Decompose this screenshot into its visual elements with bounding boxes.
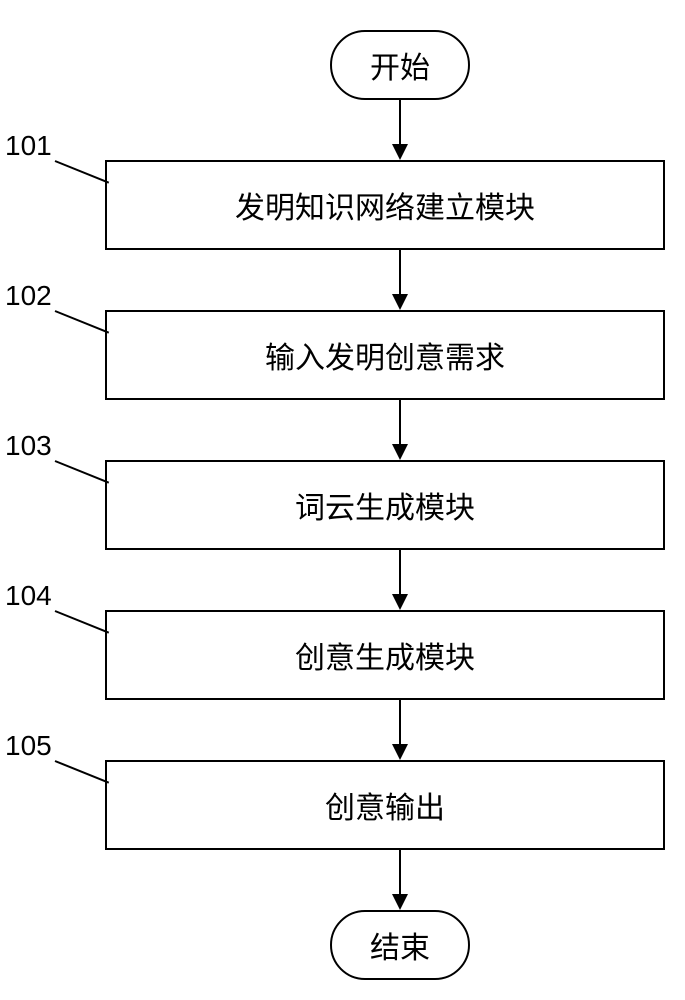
arrow-3-head: [392, 444, 408, 460]
step5-label: 105: [5, 730, 52, 762]
step4-label-line: [55, 610, 110, 634]
step2-text: 输入发明创意需求: [265, 333, 505, 377]
arrow-5: [399, 700, 401, 744]
step3-label-line: [55, 460, 110, 484]
arrow-4: [399, 550, 401, 594]
arrow-1-head: [392, 144, 408, 160]
arrow-1: [399, 100, 401, 144]
step2-box: 输入发明创意需求: [105, 310, 665, 400]
step4-box: 创意生成模块: [105, 610, 665, 700]
step4-label: 104: [5, 580, 52, 612]
step1-text: 发明知识网络建立模块: [235, 183, 535, 227]
step4-text: 创意生成模块: [295, 633, 475, 677]
arrow-2-head: [392, 294, 408, 310]
step2-label-line: [55, 310, 110, 334]
step1-label: 101: [5, 130, 52, 162]
arrow-6: [399, 850, 401, 894]
start-label: 开始: [370, 43, 430, 87]
step5-text: 创意输出: [325, 783, 445, 827]
step1-box: 发明知识网络建立模块: [105, 160, 665, 250]
arrow-5-head: [392, 744, 408, 760]
start-node: 开始: [330, 30, 470, 100]
step3-text: 词云生成模块: [295, 483, 475, 527]
end-label: 结束: [370, 923, 430, 967]
step5-box: 创意输出: [105, 760, 665, 850]
step1-label-line: [55, 160, 110, 184]
end-node: 结束: [330, 910, 470, 980]
arrow-6-head: [392, 894, 408, 910]
step3-label: 103: [5, 430, 52, 462]
arrow-4-head: [392, 594, 408, 610]
step3-box: 词云生成模块: [105, 460, 665, 550]
step5-label-line: [55, 760, 110, 784]
arrow-2: [399, 250, 401, 294]
arrow-3: [399, 400, 401, 444]
step2-label: 102: [5, 280, 52, 312]
